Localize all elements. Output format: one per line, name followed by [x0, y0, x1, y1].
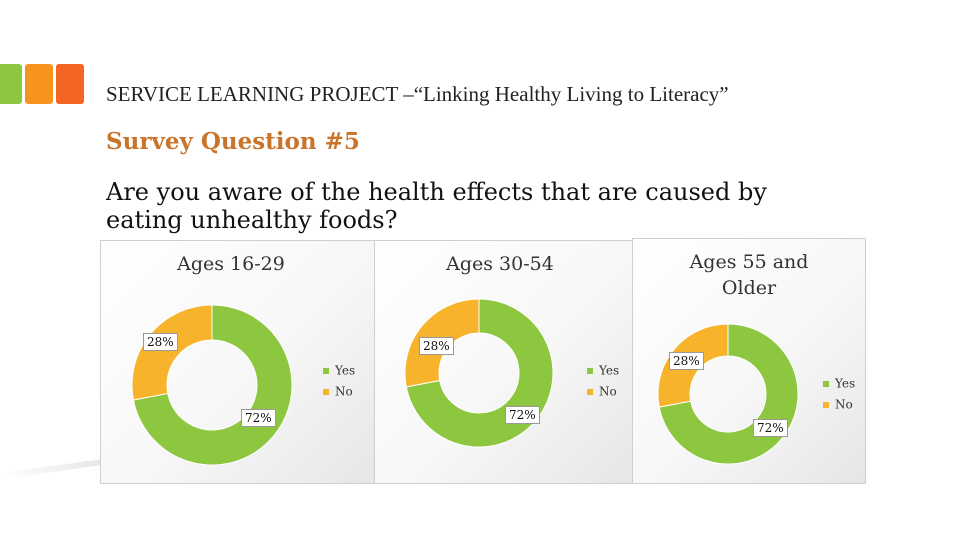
legend-item-yes: Yes: [587, 363, 619, 378]
legend-item-no: No: [823, 397, 853, 412]
legend-label: Yes: [599, 363, 620, 378]
legend-swatch: [823, 380, 829, 387]
data-label-no: 28%: [143, 333, 178, 351]
chart-panel-ages-30-54: Ages 30-54 72% 28% Yes No: [374, 240, 638, 484]
legend-swatch: [587, 388, 593, 395]
legend-label: No: [835, 397, 853, 412]
legend-label: Yes: [335, 363, 356, 378]
legend-swatch: [587, 367, 593, 374]
legend-label: No: [599, 384, 617, 399]
chart-title: Ages 30-54: [445, 253, 554, 275]
legend-item-no: No: [587, 384, 617, 399]
legend-item-yes: Yes: [323, 363, 355, 378]
legend-swatch: [323, 367, 329, 374]
chart-title: Ages 16-29: [176, 253, 285, 275]
chart-panel-ages-16-29: Ages 16-29 72% 28% Yes No: [100, 240, 380, 484]
legend-swatch: [323, 388, 329, 395]
logo-square-green: [0, 64, 22, 104]
data-label-no: 28%: [669, 352, 704, 370]
legend-item-yes: Yes: [823, 376, 855, 391]
chart-title: Ages 55 and Older: [689, 251, 809, 299]
survey-question-number: Survey Question #5: [106, 128, 360, 155]
legend-swatch: [823, 401, 829, 408]
data-label-no: 28%: [419, 337, 454, 355]
data-label-yes: 72%: [505, 406, 540, 424]
data-label-yes: 72%: [241, 409, 276, 427]
data-label-yes: 72%: [753, 419, 788, 437]
logo-square-orange: [25, 64, 53, 104]
legend-label: Yes: [835, 376, 856, 391]
page-title: SERVICE LEARNING PROJECT –“Linking Healt…: [106, 82, 729, 106]
donut-slice-no: [131, 304, 213, 401]
chart-panel-ages-55-older: Ages 55 and Older 72% 28% Yes No: [632, 238, 866, 484]
legend-label: No: [335, 384, 353, 399]
legend-item-no: No: [323, 384, 353, 399]
survey-question-text: Are you aware of the health effects that…: [106, 178, 767, 234]
decorative-divider: [0, 458, 104, 480]
logo-square-dark-orange: [56, 64, 84, 104]
